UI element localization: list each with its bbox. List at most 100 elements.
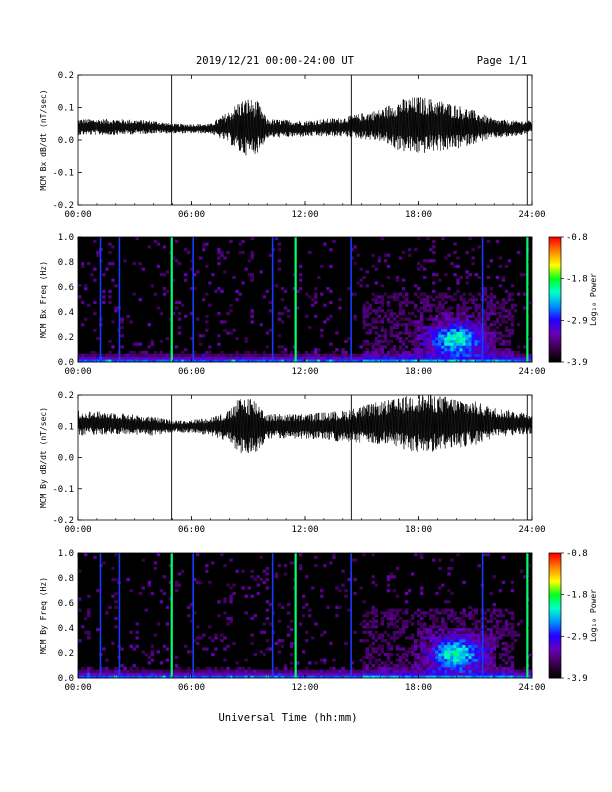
spectrogram-cell — [365, 342, 369, 346]
spectrogram-cell — [486, 353, 491, 357]
spectrogram-cell — [423, 630, 427, 634]
spectrogram-cell — [283, 664, 288, 668]
spectrogram-cell — [344, 669, 348, 673]
spectrogram-cell — [420, 342, 424, 346]
spectrogram-cell — [359, 267, 363, 271]
spectrogram-cell — [277, 345, 282, 349]
spectrogram-cell — [235, 356, 239, 360]
spectrogram-cell — [435, 320, 439, 324]
spectrogram-cell — [286, 675, 291, 679]
spectrogram-cell — [356, 353, 360, 357]
spectrogram-cell — [456, 353, 460, 357]
spectrogram-cell — [429, 664, 433, 668]
spectrogram-cell — [462, 353, 466, 357]
spectrogram-cell — [486, 342, 491, 346]
spectrogram-cell — [217, 256, 221, 260]
spectrogram-cell — [350, 256, 354, 260]
spectrogram-cell — [495, 337, 500, 341]
spectrogram-cell — [410, 644, 415, 648]
colorbar-segment — [549, 280, 561, 284]
spectrogram-cell — [519, 569, 524, 573]
spectrogram-cell — [471, 262, 475, 266]
spectrogram-cell — [423, 611, 427, 615]
spectrogram-cell — [226, 312, 230, 316]
spectrogram-cell — [483, 312, 487, 316]
spectrogram-cell — [159, 669, 164, 673]
spectrogram-cell — [471, 614, 475, 618]
spectrogram-cell — [510, 655, 515, 659]
spectrogram-cell — [259, 630, 264, 634]
spectrogram-cell — [311, 669, 315, 673]
y-tick-label: 1.0 — [58, 233, 74, 243]
spectrogram-cell — [483, 314, 487, 318]
spectrogram-cell — [429, 666, 433, 671]
spectrogram-cell — [359, 586, 363, 590]
colorbar-segment — [549, 347, 561, 350]
spectrogram-cell — [389, 614, 394, 618]
spectrogram-cell — [150, 650, 155, 654]
spectrogram-cell — [344, 589, 348, 593]
spectrogram-cell — [423, 334, 427, 338]
spectrogram-cell — [311, 636, 315, 640]
spectrogram-cell — [456, 312, 460, 316]
spectrogram-cell — [323, 303, 327, 307]
spectrogram-cell — [435, 337, 439, 341]
spectrogram-cell — [93, 675, 97, 679]
spectrogram-cell — [180, 675, 185, 679]
spectrogram-cell — [462, 328, 466, 332]
spectrogram-cell — [416, 661, 421, 665]
spectrogram-cell — [444, 625, 448, 629]
spectrogram-cell — [141, 669, 145, 673]
spectrogram-cell — [338, 353, 342, 357]
spectrogram-cell — [356, 356, 360, 360]
spectrogram-cell — [404, 608, 409, 612]
spectrogram-cell — [365, 669, 369, 673]
spectrogram-cell — [298, 553, 303, 557]
spectrogram-cell — [305, 350, 309, 355]
spectrogram-cell — [274, 359, 279, 363]
spectrogram-cell — [465, 630, 469, 634]
spectrogram-cell — [401, 323, 406, 327]
spectrogram-cell — [93, 312, 97, 316]
spectrogram-cell — [465, 325, 469, 330]
spectrogram-cell — [501, 303, 506, 307]
spectrogram-cell — [126, 353, 130, 357]
spectrogram-cell — [132, 664, 136, 668]
spectrogram-cell — [426, 359, 430, 363]
spectrogram-cell — [447, 348, 451, 352]
spectrogram-cell — [199, 672, 203, 676]
spectrogram-cell — [298, 278, 303, 282]
spectrogram-cell — [462, 331, 466, 335]
spectrogram-cell — [177, 331, 182, 335]
spectrogram-cell — [420, 320, 424, 324]
spectrogram-cell — [444, 672, 448, 676]
spectrogram-cell — [486, 337, 491, 341]
spectrogram-cell — [392, 312, 397, 316]
spectrogram-cell — [78, 356, 82, 360]
spectrogram-cell — [456, 553, 460, 557]
spectrogram-cell — [377, 306, 382, 310]
spectrogram-cell — [365, 284, 369, 288]
spectrogram-cell — [489, 633, 494, 637]
spectrogram-cell — [250, 575, 254, 579]
spectrogram-cell — [280, 672, 285, 676]
spectrogram-cell — [444, 628, 448, 632]
spectrogram-cell — [377, 256, 382, 260]
spectrogram-cell — [289, 561, 294, 565]
spectrogram-cell — [105, 658, 109, 662]
spectrogram-cell — [407, 589, 412, 593]
spectrogram-cell — [96, 672, 100, 676]
spectrogram-cell — [250, 359, 254, 363]
spectrogram-cell — [456, 653, 460, 657]
spectrogram-cell — [474, 273, 478, 277]
spectrogram-cell — [492, 350, 497, 355]
spectrogram-cell — [208, 359, 212, 363]
spectrogram-cell — [126, 356, 130, 360]
spectrogram-cell — [229, 672, 233, 676]
spectrogram-cell — [465, 669, 469, 673]
spectrogram-cell — [374, 300, 379, 305]
spectrogram-cell — [147, 669, 152, 673]
spectrogram-cell — [465, 647, 469, 651]
spectrogram-cell — [365, 323, 369, 327]
spectrogram-cell — [456, 639, 460, 643]
